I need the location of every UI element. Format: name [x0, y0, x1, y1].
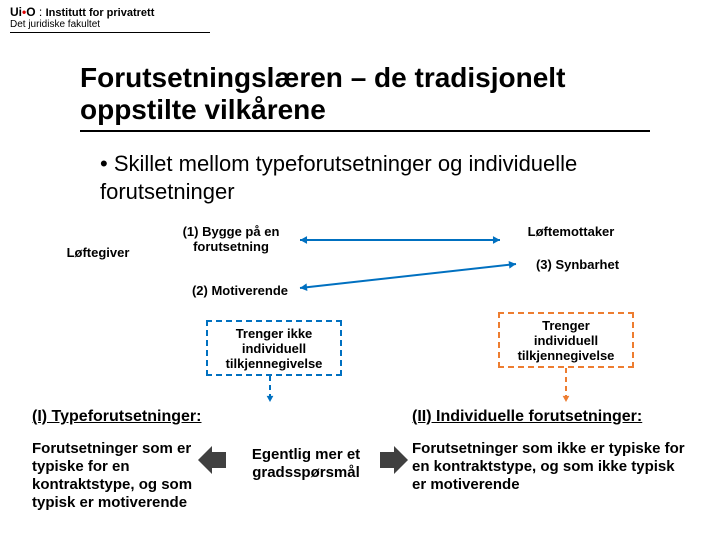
logo-uio: Ui•O : Institutt for privatrett	[10, 6, 210, 19]
section-indiv-label: (II) Individuelle forutsetninger:	[412, 408, 642, 426]
section-middle-text: Egentlig mer et gradsspørsmål	[236, 446, 376, 482]
node-cond3: (3) Synbarhet	[520, 254, 635, 274]
logo-faculty: Det juridiske fakultet	[10, 19, 210, 30]
node-box-left: Trenger ikke individuell tilkjennegivels…	[206, 320, 342, 376]
page-title: Forutsetningslæren – de tradisjonelt opp…	[80, 62, 650, 132]
bullet-skillet: Skillet mellom typeforutsetninger og ind…	[100, 150, 680, 205]
section-type-text: Forutsetninger som er typiske for en kon…	[32, 440, 222, 512]
logo-uio-prefix: Ui	[10, 5, 22, 19]
node-cond1: (1) Bygge på en forutsetning	[168, 222, 294, 256]
logo-institute: Institutt for privatrett	[46, 7, 155, 19]
node-loftegiver: Løftegiver	[48, 238, 148, 266]
node-box-right: Trenger individuell tilkjennegivelse	[498, 312, 634, 368]
node-loftemottaker: Løftemottaker	[504, 220, 638, 242]
logo-uio-suffix: O	[26, 5, 35, 19]
section-indiv-text: Forutsetninger som ikke er typiske for e…	[412, 440, 692, 494]
node-cond2: (2) Motiverende	[180, 280, 300, 300]
section-type-label: (I) Typeforutsetninger:	[32, 408, 201, 426]
logo-block: Ui•O : Institutt for privatrett Det juri…	[10, 6, 210, 33]
